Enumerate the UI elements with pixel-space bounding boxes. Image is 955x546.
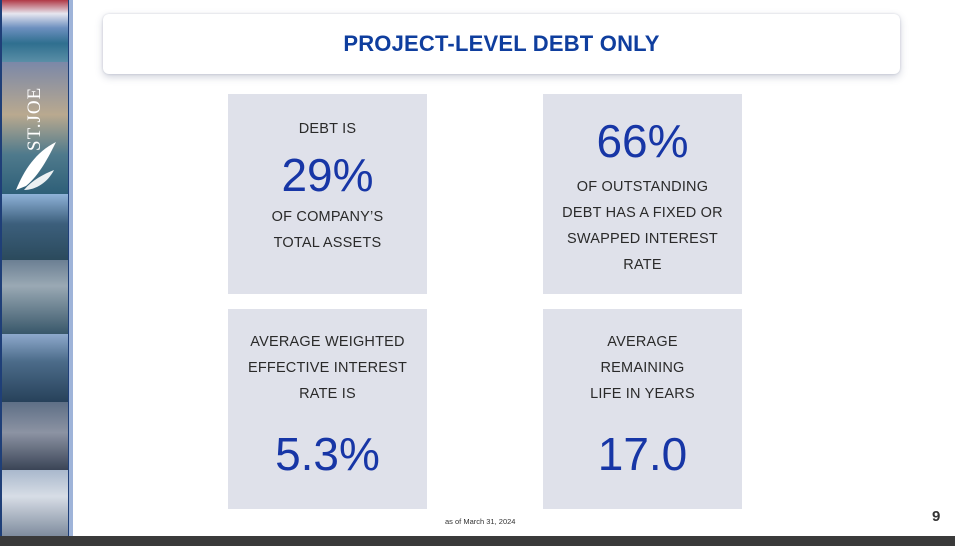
title-banner: PROJECT-LEVEL DEBT ONLY [103, 14, 900, 74]
card-post-line: OF COMPANY’S [271, 209, 384, 225]
card-post-line: SWAPPED INTEREST [567, 231, 718, 247]
lounge-photo [2, 402, 68, 471]
card-post-line: DEBT HAS A FIXED OR [562, 205, 723, 221]
bottom-bar [0, 536, 955, 546]
st-joe-leaf-logo-icon [16, 142, 56, 190]
card-pre-line: EFFECTIVE INTEREST [247, 360, 408, 376]
card-value: 29% [281, 149, 374, 201]
remaining-life-card: AVERAGE REMAINING LIFE IN YEARS 17.0 [543, 309, 742, 509]
card-value: 66% [596, 115, 689, 167]
photo-strip: ST.JOE [0, 0, 73, 536]
card-post-line: TOTAL ASSETS [273, 235, 382, 251]
card-post-label: OF OUTSTANDING DEBT HAS A FIXED OR SWAPP… [543, 174, 742, 278]
pool-patio-photo [2, 260, 68, 335]
card-post-line: OF OUTSTANDING [576, 179, 709, 195]
card-value: 5.3% [275, 428, 380, 480]
building-photo [2, 194, 68, 261]
card-pre-line: REMAINING [600, 360, 685, 376]
interest-rate-card: AVERAGE WEIGHTED EFFECTIVE INTEREST RATE… [228, 309, 427, 509]
resort-exterior-photo [2, 334, 68, 403]
page-title: PROJECT-LEVEL DEBT ONLY [343, 31, 660, 56]
page-number: 9 [932, 508, 941, 525]
card-value: 17.0 [597, 428, 688, 480]
card-pre-label: AVERAGE REMAINING LIFE IN YEARS [543, 309, 742, 407]
as-of-date-footnote: as of March 31, 2024 [445, 517, 516, 526]
card-pre-line: AVERAGE WEIGHTED [250, 334, 405, 350]
fixed-rate-debt-card: 66% OF OUTSTANDING DEBT HAS A FIXED OR S… [543, 94, 742, 294]
card-pre-label: DEBT IS [298, 121, 357, 137]
card-pre-line: RATE IS [299, 386, 356, 402]
interior-photo [2, 470, 68, 536]
card-pre-line: LIFE IN YEARS [590, 386, 695, 402]
beach-flag-photo [2, 0, 68, 63]
card-pre-label: AVERAGE WEIGHTED EFFECTIVE INTEREST RATE… [228, 309, 427, 407]
card-pre-line: AVERAGE [607, 334, 678, 350]
debt-to-assets-card: DEBT IS 29% OF COMPANY’S TOTAL ASSETS [228, 94, 427, 294]
card-post-label: OF COMPANY’S TOTAL ASSETS [228, 204, 427, 256]
card-post-line: RATE [623, 257, 662, 273]
